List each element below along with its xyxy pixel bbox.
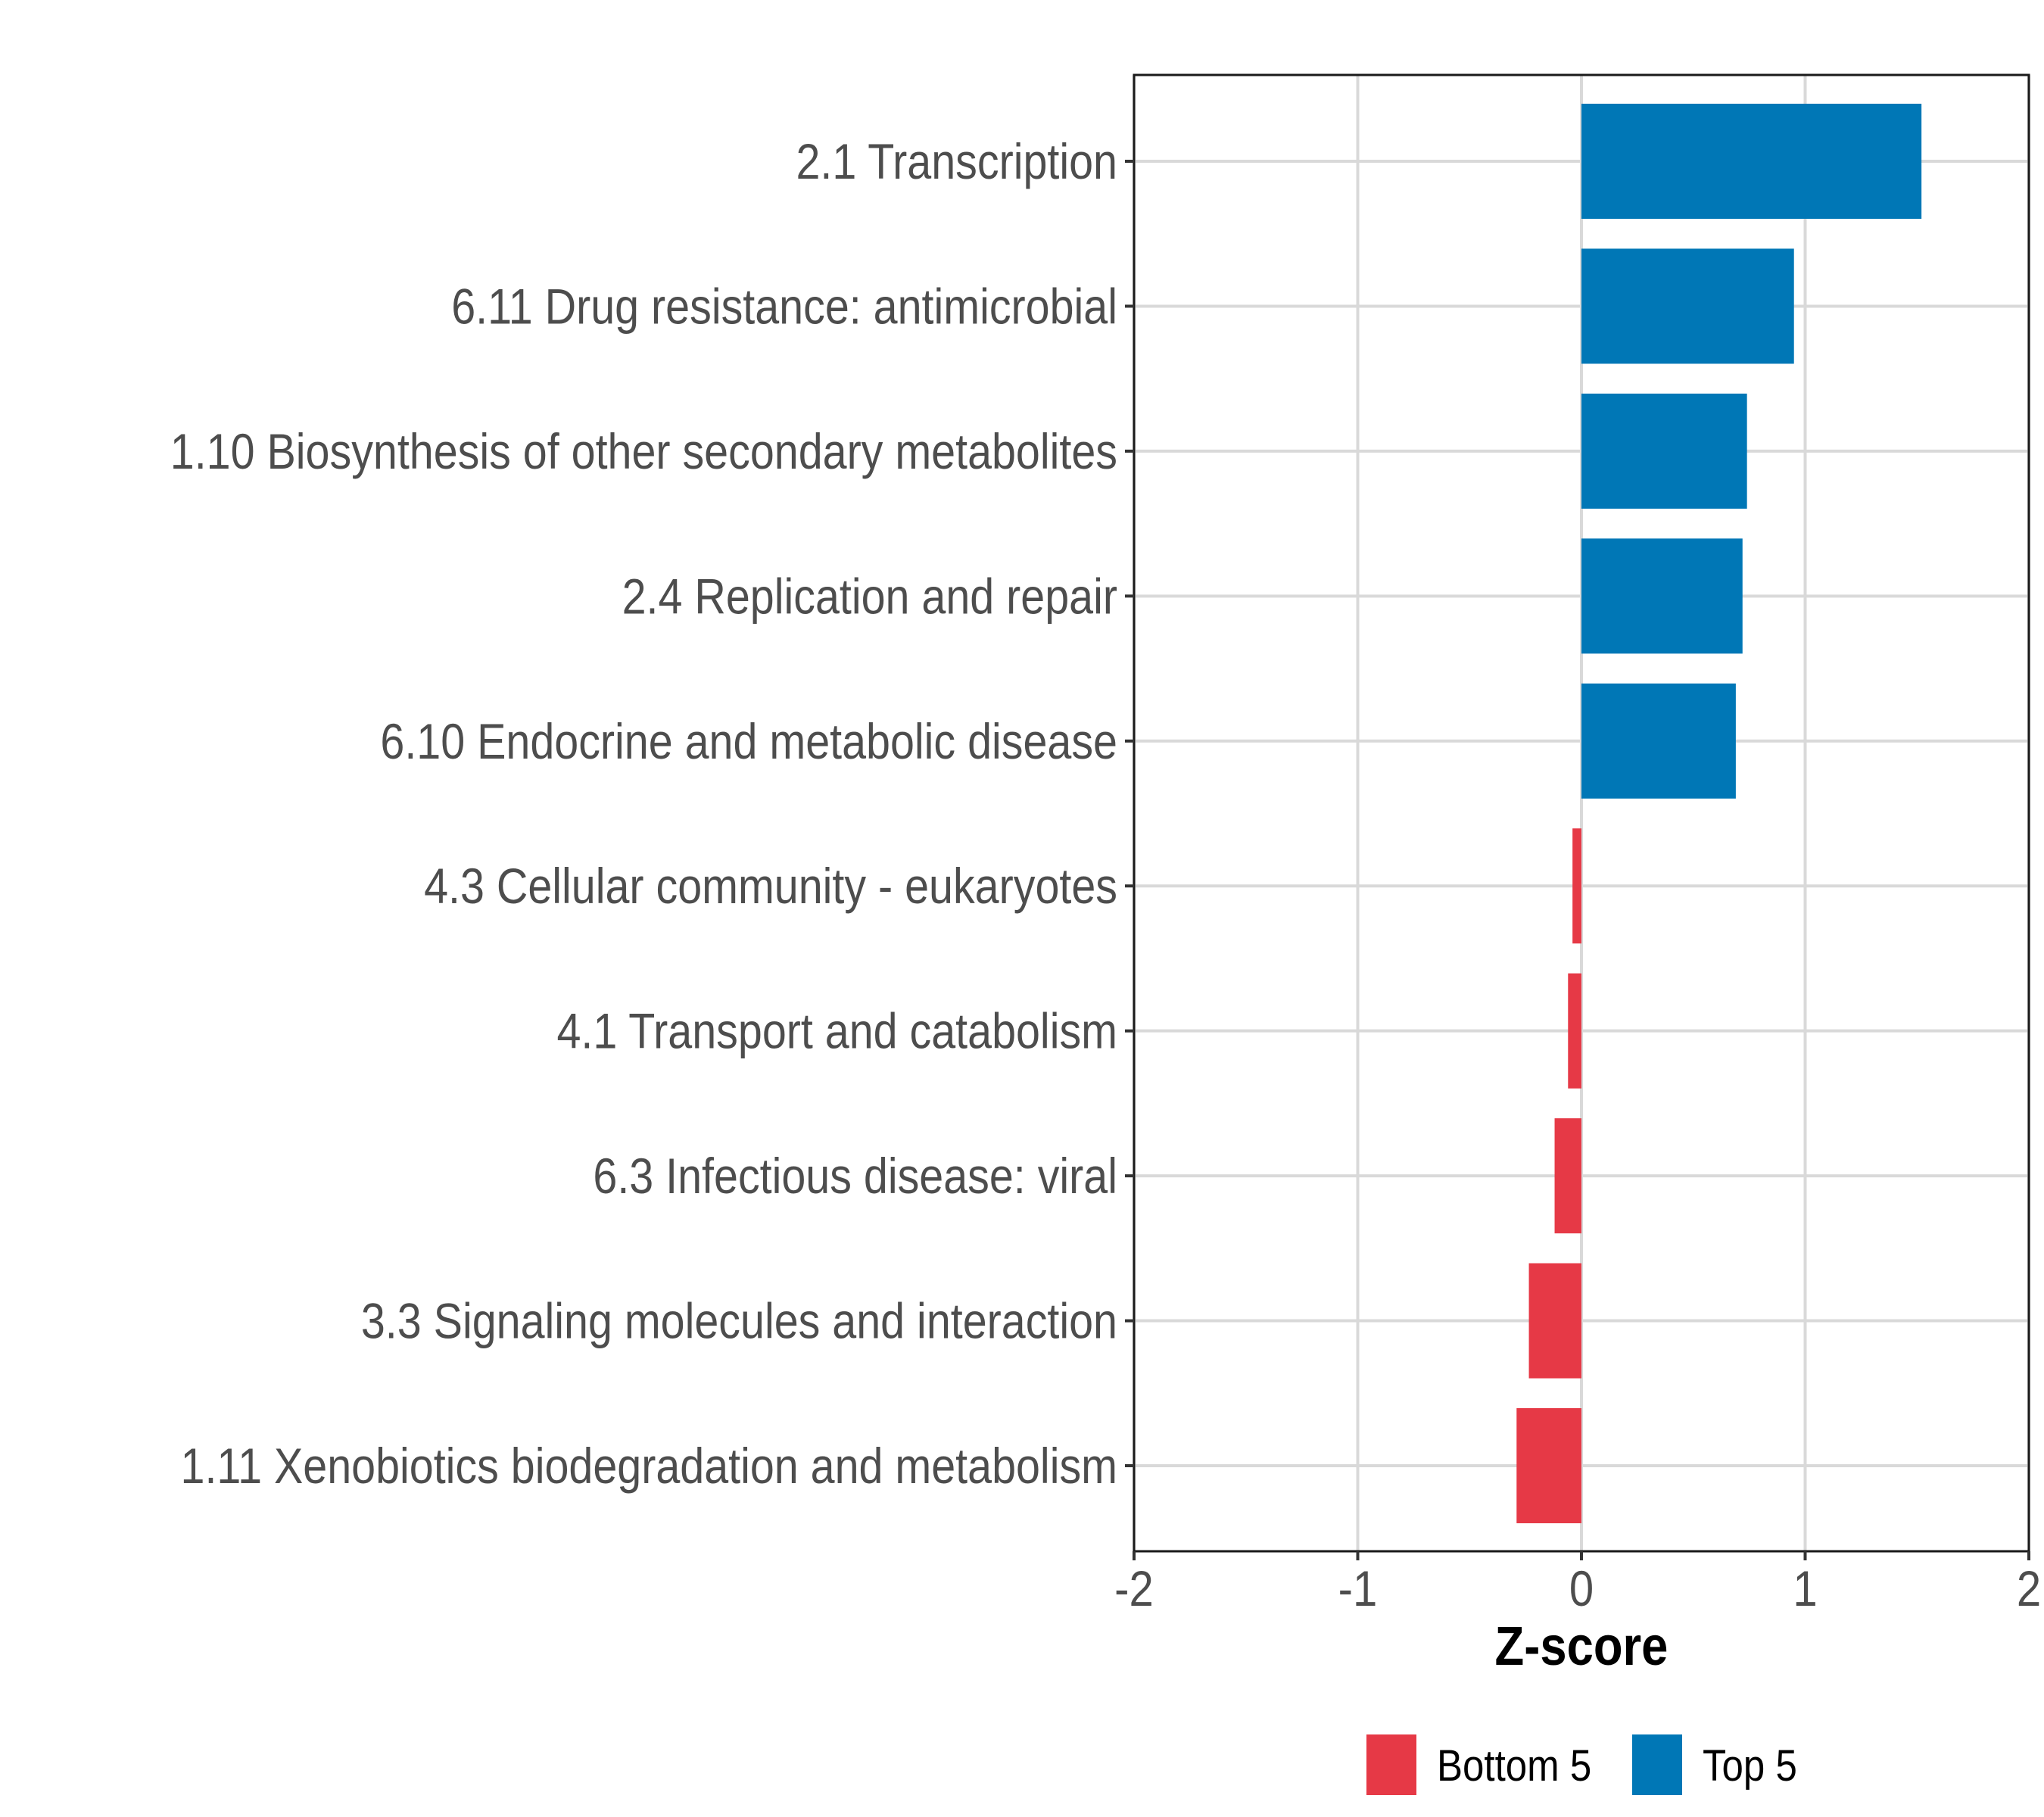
legend: Bottom 5 Top 5: [1366, 1734, 1797, 1795]
x-tick-label: 2: [2017, 1560, 2041, 1616]
bar-bottom-5: [1572, 828, 1581, 944]
legend-item-top-5: Top 5: [1632, 1734, 1797, 1795]
bar-top-5: [1581, 393, 1747, 509]
bar-bottom-5: [1568, 973, 1581, 1089]
y-axis: 2.1 Transcription 6.11 Drug resistance: a…: [170, 133, 1134, 1494]
bars: [1516, 104, 1922, 1523]
x-tick-label: 1: [1793, 1560, 1817, 1616]
bar-top-5: [1581, 104, 1922, 219]
legend-swatch: [1632, 1734, 1682, 1795]
bar-top-5: [1581, 538, 1743, 654]
legend-swatch: [1366, 1734, 1416, 1795]
bar-bottom-5: [1516, 1408, 1581, 1523]
legend-label: Top 5: [1703, 1741, 1797, 1791]
x-tick-label: -1: [1338, 1560, 1378, 1616]
y-tick-label: 2.1 Transcription: [796, 133, 1117, 189]
bar-bottom-5: [1554, 1118, 1581, 1234]
y-tick-label: 4.1 Transport and catabolism: [557, 1003, 1117, 1059]
y-tick-label: 1.11 Xenobiotics biodegradation and meta…: [181, 1438, 1117, 1494]
y-tick-label: 6.3 Infectious disease: viral: [593, 1148, 1117, 1204]
bar-bottom-5: [1528, 1263, 1581, 1379]
y-tick-label: 6.10 Endocrine and metabolic disease: [380, 713, 1117, 769]
y-tick-label: 4.3 Cellular community - eukaryotes: [424, 858, 1117, 914]
y-tick-label: 1.10 Biosynthesis of other secondary met…: [170, 423, 1117, 479]
x-tick-label: -2: [1114, 1560, 1154, 1616]
x-tick-label: 0: [1569, 1560, 1594, 1616]
y-tick-label: 3.3 Signaling molecules and interaction: [361, 1293, 1117, 1349]
legend-item-bottom-5: Bottom 5: [1366, 1734, 1591, 1795]
x-axis: -2 -1 0 1 2: [1114, 1551, 2041, 1616]
bar-top-5: [1581, 248, 1794, 364]
bar-top-5: [1581, 683, 1736, 799]
x-axis-title: Z-score: [1495, 1616, 1669, 1677]
y-tick-label: 2.4 Replication and repair: [622, 568, 1117, 624]
legend-label: Bottom 5: [1437, 1741, 1591, 1791]
y-tick-label: 6.11 Drug resistance: antimicrobial: [451, 278, 1117, 334]
